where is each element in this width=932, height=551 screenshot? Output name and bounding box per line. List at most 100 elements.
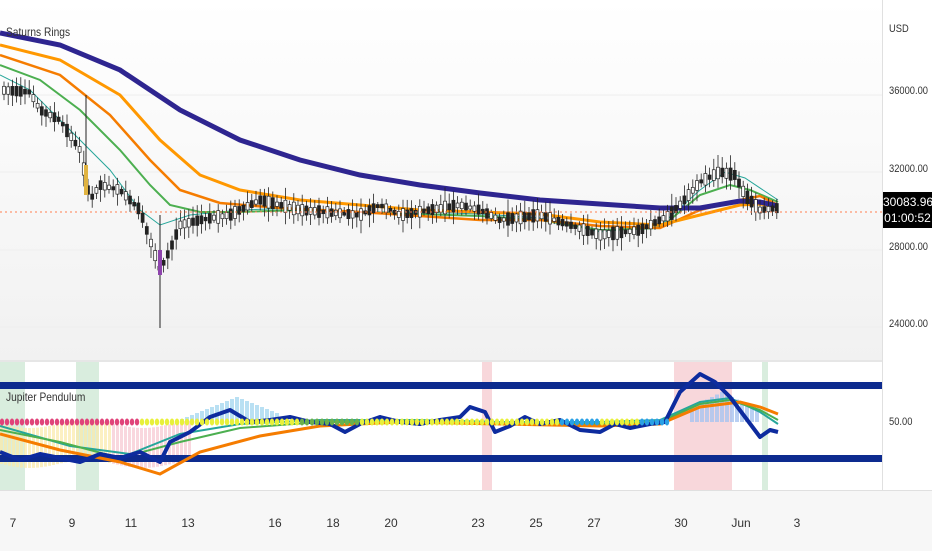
signal-dot: [409, 418, 415, 426]
signal-dot: [309, 418, 315, 426]
histogram-bar: [200, 411, 204, 422]
candle-body: [279, 202, 284, 209]
price-label-28000: 28000.00: [889, 241, 929, 253]
candle-body: [220, 213, 225, 220]
signal-dot: [639, 418, 645, 426]
signal-dot: [609, 418, 615, 426]
candle-body: [98, 180, 103, 190]
signal-dot: [294, 418, 300, 426]
time-axis[interactable]: 7 9 11 13 16 18 20 23 25 27 30 Jun 3: [0, 490, 932, 551]
candle-body: [770, 205, 775, 212]
candlesticks: [2, 77, 779, 273]
signal-dot: [64, 418, 70, 426]
candle-body: [136, 202, 141, 215]
candle-body: [94, 187, 99, 194]
signal-dot: [134, 418, 140, 426]
candle-body: [165, 250, 170, 259]
histogram-bar: [72, 420, 75, 461]
oscillator-label-50: 50.00: [889, 416, 913, 428]
candle-body: [275, 201, 279, 207]
candle-body: [224, 212, 229, 219]
signal-dot: [299, 418, 305, 426]
histogram-bar: [96, 420, 99, 461]
signal-dot: [344, 418, 350, 426]
signal-dot: [474, 418, 480, 426]
candle-body: [493, 214, 498, 221]
candle-body: [174, 229, 179, 240]
candle-body: [737, 178, 741, 188]
pane-separator[interactable]: [0, 360, 932, 362]
signal-zone: [762, 362, 768, 490]
histogram-bar: [156, 426, 159, 467]
candle-body: [375, 204, 380, 209]
candle-body: [602, 229, 607, 240]
price-chart-pane[interactable]: Saturns Rings: [0, 0, 882, 360]
signal-dot: [654, 418, 660, 426]
histogram-bar: [100, 421, 103, 462]
indicator-legend-jupiter-pendulum[interactable]: Jupiter Pendulum: [6, 390, 86, 404]
currency-label: USD: [889, 23, 909, 35]
candle-body: [216, 210, 221, 224]
signal-dot: [279, 418, 285, 426]
signal-dot: [559, 418, 565, 426]
candle-body: [745, 190, 750, 205]
price-chart-canvas[interactable]: [0, 0, 882, 360]
histogram-bar: [245, 401, 249, 422]
candle-body: [703, 173, 708, 186]
candle-body: [535, 209, 540, 222]
candle-body: [640, 223, 645, 234]
signal-zone: [482, 362, 492, 490]
candle-body: [506, 212, 510, 226]
candle-body: [207, 213, 212, 224]
signal-dot: [114, 418, 120, 426]
oscillator-canvas[interactable]: [0, 362, 882, 490]
signal-dot: [619, 418, 625, 426]
candle-body: [430, 204, 435, 216]
candle-body: [758, 206, 762, 214]
candle-body: [65, 123, 69, 138]
histogram-bar: [12, 426, 15, 467]
histogram-bar: [16, 427, 19, 468]
signal-dot: [524, 418, 530, 426]
signal-dot: [204, 418, 210, 426]
candle-body: [212, 214, 216, 221]
signal-dot: [419, 418, 425, 426]
signal-dot: [49, 418, 55, 426]
candle-body: [237, 206, 242, 215]
oscillator-pane[interactable]: Jupiter Pendulum: [0, 362, 882, 490]
candle-body: [396, 210, 401, 218]
signal-dot: [19, 418, 25, 426]
candle-body: [762, 206, 767, 213]
candle-body: [291, 201, 296, 216]
signal-dot: [504, 418, 510, 426]
signal-dot: [664, 418, 670, 426]
histogram-bar: [265, 409, 269, 422]
price-axis[interactable]: USD 36000.00 32000.00 28000.00 24000.00 …: [882, 0, 932, 490]
signal-dot: [324, 418, 330, 426]
candle-body: [451, 199, 456, 213]
histogram-bar: [128, 426, 131, 467]
candle-body: [18, 86, 23, 97]
candle-body: [128, 195, 132, 205]
signal-dot: [244, 418, 250, 426]
signal-dot: [214, 418, 220, 426]
signal-dot: [149, 418, 155, 426]
signal-dot: [254, 418, 260, 426]
candle-body: [455, 202, 460, 209]
candle-body: [594, 228, 599, 239]
candle-body: [661, 215, 666, 222]
histogram-bar: [735, 399, 739, 422]
candle-body: [338, 208, 342, 219]
candle-body: [648, 219, 653, 230]
signal-dot: [449, 418, 455, 426]
candle-body: [182, 219, 187, 229]
candle-body: [674, 205, 678, 213]
candle-body: [720, 167, 725, 178]
indicator-legend-saturns-rings[interactable]: Saturns Rings: [6, 25, 71, 39]
signal-dot: [509, 418, 515, 426]
candle-body: [707, 174, 712, 180]
signal-dot: [444, 418, 450, 426]
histogram-bar: [88, 420, 91, 461]
time-tick: 13: [181, 516, 195, 530]
signal-dot: [599, 418, 605, 426]
